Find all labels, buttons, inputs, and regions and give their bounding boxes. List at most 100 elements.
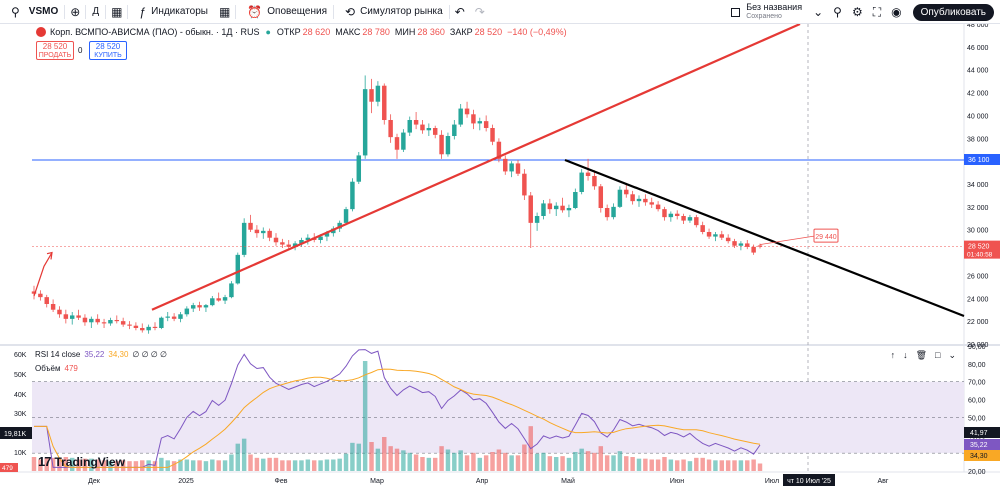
- fullscreen-icon[interactable]: ⛶: [872, 4, 882, 19]
- layout-dropdown-icon[interactable]: ⌄: [813, 5, 824, 19]
- volume-legend: Объём 479: [35, 364, 78, 373]
- top-toolbar: ⚲ VSMO ⊕ Д ▦ ƒ Индикаторы ▦ ⏰ Оповещения…: [0, 0, 1000, 24]
- replay-button[interactable]: ⟲ Симулятор рынка: [334, 0, 449, 24]
- layout-menu[interactable]: Без названия Сохранено: [725, 0, 808, 24]
- candle-body: [420, 124, 425, 131]
- volume-bar: [706, 459, 712, 471]
- compare-add-icon[interactable]: ⊕: [70, 4, 81, 19]
- volume-bar: [573, 452, 578, 471]
- undo-icon[interactable]: ↶: [454, 4, 465, 19]
- buy-button[interactable]: 28 520 КУПИТЬ: [89, 41, 127, 60]
- candle-body: [490, 128, 495, 142]
- volume-bar: [522, 444, 527, 471]
- candle-body: [528, 195, 533, 223]
- settings-gear-icon[interactable]: ⚙: [851, 5, 863, 19]
- redo-icon[interactable]: ↷: [474, 4, 485, 19]
- templates-icon[interactable]: ▦: [218, 4, 231, 19]
- volume-bar: [331, 459, 336, 471]
- candle-body: [725, 237, 731, 242]
- rsi-value: 35,22: [84, 350, 105, 359]
- volume-bar: [82, 458, 88, 471]
- candle-body: [171, 316, 177, 319]
- delete-icon[interactable]: 🗑: [915, 350, 928, 360]
- candle-body: [89, 318, 94, 323]
- volume-bar: [210, 459, 215, 471]
- camera-icon[interactable]: ◉: [891, 5, 902, 19]
- open-label: ОТКР: [276, 27, 301, 37]
- volume-bar: [560, 456, 565, 471]
- alerts-button[interactable]: ⏰ Оповещения: [236, 0, 333, 24]
- candles-icon[interactable]: ▦: [111, 4, 123, 19]
- volume-bar: [261, 458, 266, 471]
- candle-body: [120, 321, 126, 325]
- volume-tick-label: 30K: [14, 411, 27, 418]
- layout-name: Без названия Сохранено: [746, 2, 802, 22]
- rsi-tick-label: 20,00: [968, 469, 986, 476]
- symbol-title: Корп. ВСМПО-АВИСМА (ПАО) - обыкн. · 1Д ·…: [50, 27, 260, 37]
- candle-body: [101, 322, 107, 324]
- volume-bar: [44, 457, 49, 471]
- collapse-icon[interactable]: ⌄: [948, 350, 956, 360]
- candle-body: [388, 120, 393, 138]
- candle-body: [159, 317, 164, 328]
- volume-value: 479: [64, 364, 78, 373]
- candle-body: [280, 242, 285, 245]
- maximize-icon[interactable]: □: [935, 350, 941, 360]
- candle-body: [369, 89, 374, 102]
- volume-bar: [458, 450, 463, 471]
- candle-body: [318, 236, 323, 240]
- quick-search-icon[interactable]: ⚲: [833, 5, 842, 19]
- volume-bar: [445, 449, 451, 471]
- candle-body: [713, 234, 718, 237]
- tradingview-logo[interactable]: 17 TradingView: [38, 454, 125, 469]
- low-value: 28 360: [417, 27, 445, 37]
- volume-bar: [553, 457, 559, 471]
- publish-button[interactable]: Опубликовать: [907, 0, 1000, 24]
- time-tick-label: Апр: [476, 478, 488, 485]
- candle-body: [674, 213, 680, 216]
- time-cursor-badge: [783, 474, 835, 486]
- candle-body: [732, 241, 737, 246]
- move-up-icon[interactable]: ↑: [890, 350, 896, 360]
- candle-body: [471, 114, 476, 124]
- price-tick-label: 20 000: [967, 342, 989, 349]
- candle-body: [152, 326, 158, 328]
- volume-bar: [464, 455, 470, 471]
- symbol-search[interactable]: ⚲ VSMO: [0, 0, 64, 24]
- candle-body: [50, 304, 56, 310]
- divider: [105, 4, 107, 19]
- candle-body: [522, 173, 527, 196]
- candle-body: [57, 309, 62, 315]
- candle-body: [76, 315, 81, 318]
- price-tick-label: 44 000: [967, 68, 989, 75]
- volume-bar: [745, 460, 750, 471]
- divider: [64, 4, 66, 19]
- volume-bar: [420, 457, 425, 471]
- candle-body: [579, 172, 584, 192]
- volume-bar: [229, 454, 234, 471]
- volume-bar: [171, 461, 177, 471]
- market-status-icon[interactable]: ●: [265, 27, 271, 37]
- volume-bar: [515, 455, 521, 471]
- interval-button[interactable]: Д: [92, 6, 100, 17]
- volume-bar: [178, 459, 183, 471]
- candle-body: [694, 217, 699, 226]
- time-tick-label: Май: [561, 477, 575, 485]
- volume-bar: [31, 457, 37, 471]
- volume-bar: [63, 457, 69, 471]
- candle-body: [649, 202, 654, 205]
- candle-body: [216, 298, 221, 301]
- candle-body: [197, 305, 202, 308]
- sell-button[interactable]: 28 520 ПРОДАТЬ: [36, 41, 74, 60]
- indicators-button[interactable]: ƒ Индикаторы: [128, 0, 214, 24]
- price-tick-label: 24 000: [967, 296, 989, 303]
- volume-bar: [280, 460, 285, 471]
- time-tick-label: Дек: [88, 478, 101, 485]
- candle-body: [719, 234, 725, 238]
- volume-bar: [76, 459, 81, 471]
- candle-body: [445, 136, 451, 155]
- volume-bar: [509, 455, 514, 471]
- volume-bar: [681, 459, 686, 471]
- move-down-icon[interactable]: ↓: [903, 350, 908, 360]
